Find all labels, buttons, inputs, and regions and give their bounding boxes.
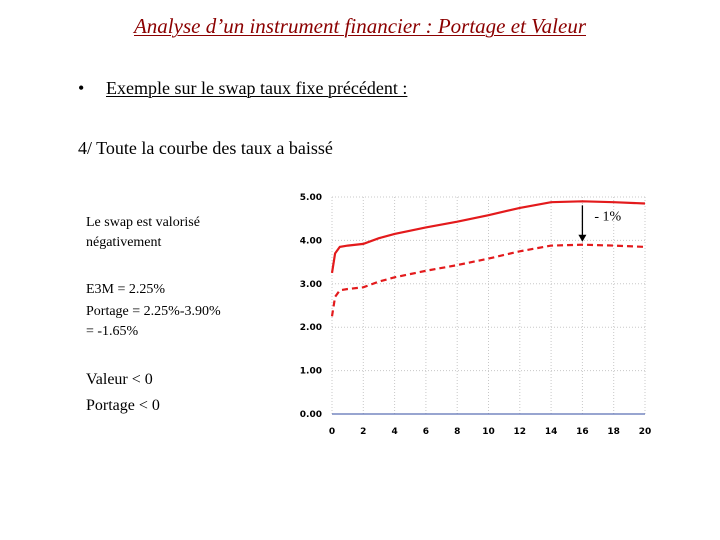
y-tick-label-3: 3.00 xyxy=(300,280,322,290)
portage-formula-line-1: Portage = 2.25%-3.90% xyxy=(86,304,221,319)
series-line-0 xyxy=(330,200,646,274)
valuation-line-1: Le swap est valorisé xyxy=(86,215,200,230)
y-tick-label-5: 5.00 xyxy=(300,193,322,203)
x-tick-label-10: 20 xyxy=(639,427,652,437)
subheading: 4/ Toute la courbe des taux a baissé xyxy=(78,138,333,158)
e3m-text: E3M = 2.25% xyxy=(86,282,166,297)
x-tick-label-7: 14 xyxy=(545,427,558,437)
y-tick-label-0: 0.00 xyxy=(300,410,322,420)
y-tick-label-4: 4.00 xyxy=(300,236,322,246)
x-tick-label-4: 8 xyxy=(454,427,460,437)
x-tick-label-6: 12 xyxy=(514,427,527,437)
slide-title: Analyse d’un instrument financier : Port… xyxy=(133,14,586,38)
x-tick-label-9: 18 xyxy=(607,427,620,437)
portage-text: Portage < 0 xyxy=(86,397,160,414)
x-tick-label-0: 0 xyxy=(329,427,335,437)
yield-curve-chart: 0.00 1.00 2.00 3.00 4.00 5.00 0 2 4 6 8 10 12 14 16 18 2… xyxy=(300,193,652,437)
x-tick-label-8: 16 xyxy=(576,427,589,437)
x-tick-label-3: 6 xyxy=(423,427,429,437)
y-tick-label-1: 1.00 xyxy=(300,367,322,377)
series-line-1 xyxy=(330,243,646,317)
bullet-text: Exemple sur le swap taux fixe précédent … xyxy=(106,78,408,98)
x-tick-label-5: 10 xyxy=(482,427,495,437)
annotation-arrowhead xyxy=(578,234,587,242)
y-tick-label-2: 2.00 xyxy=(300,323,322,333)
valeur-text: Valeur < 0 xyxy=(86,371,153,388)
bullet-symbol: • xyxy=(78,78,85,98)
x-tick-label-1: 2 xyxy=(360,427,366,437)
annotation-label: - 1% xyxy=(594,209,621,224)
valuation-line-2: négativement xyxy=(86,235,162,250)
portage-formula-line-2: = -1.65% xyxy=(86,324,139,339)
x-tick-label-2: 4 xyxy=(391,427,397,437)
